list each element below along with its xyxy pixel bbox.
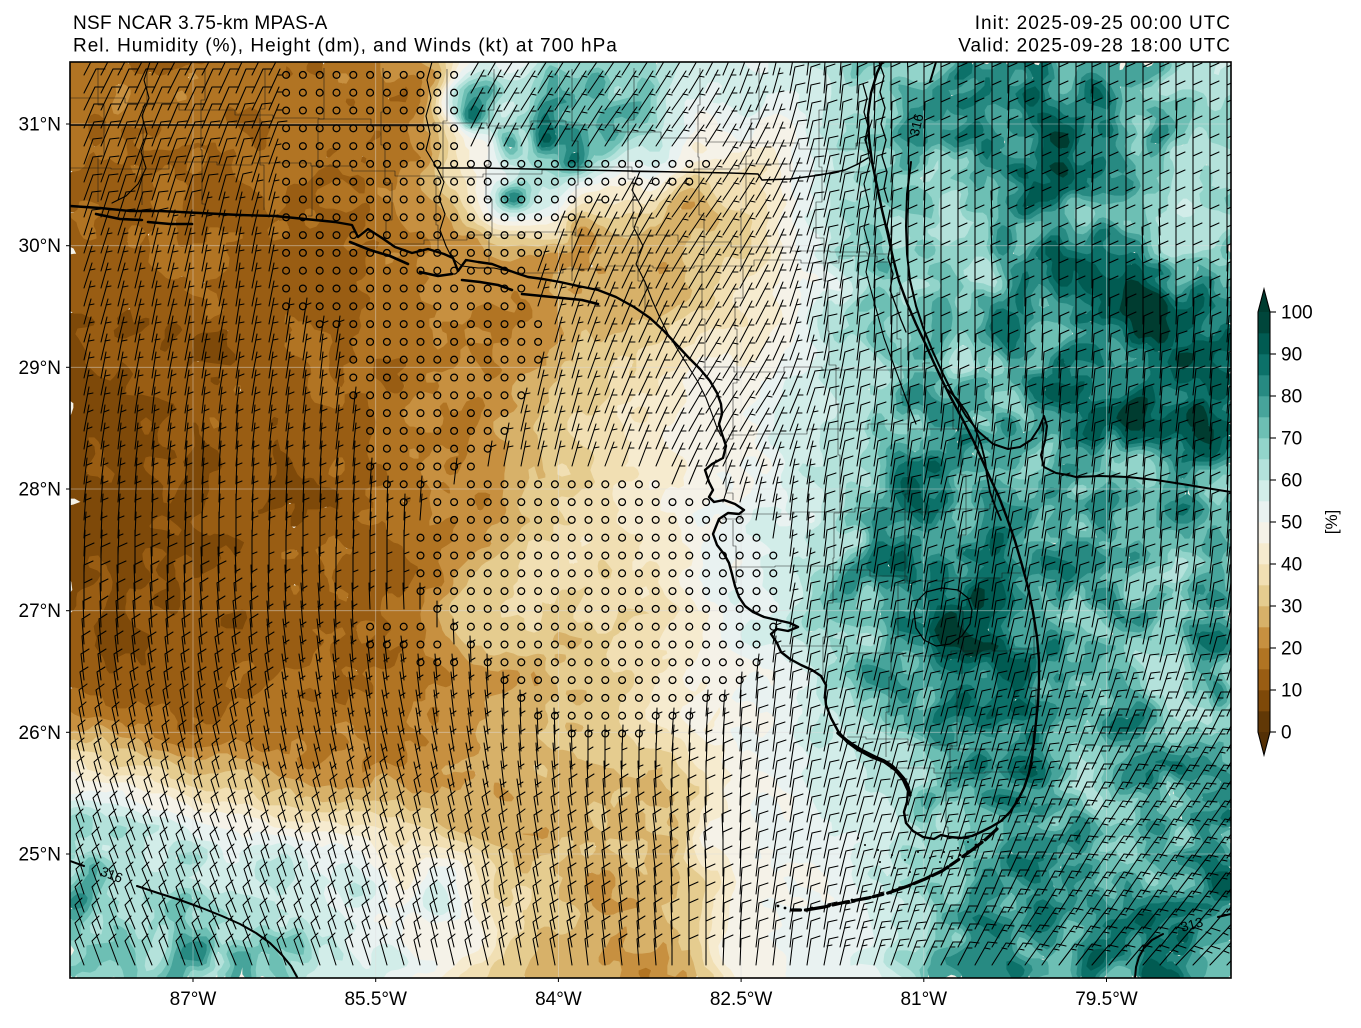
svg-text:30: 30 (1281, 597, 1302, 618)
svg-text:70: 70 (1281, 429, 1302, 450)
svg-text:84°W: 84°W (535, 989, 582, 1010)
svg-text:50: 50 (1281, 513, 1302, 534)
svg-text:80: 80 (1281, 387, 1302, 408)
svg-text:25°N: 25°N (19, 845, 61, 866)
svg-text:26°N: 26°N (19, 723, 61, 744)
svg-text:28°N: 28°N (19, 480, 61, 501)
svg-text:40: 40 (1281, 555, 1302, 576)
svg-text:313: 313 (1179, 914, 1205, 934)
svg-text:85.5°W: 85.5°W (344, 989, 407, 1010)
svg-text:20: 20 (1281, 639, 1302, 660)
svg-text:60: 60 (1281, 471, 1302, 492)
svg-text:30°N: 30°N (19, 236, 61, 257)
svg-text:29°N: 29°N (19, 358, 61, 379)
svg-text:[%]: [%] (1322, 510, 1341, 535)
svg-text:31°N: 31°N (19, 115, 61, 136)
svg-text:81°W: 81°W (900, 989, 947, 1010)
svg-text:90: 90 (1281, 345, 1302, 366)
svg-text:NSF NCAR 3.75-km MPAS-A: NSF NCAR 3.75-km MPAS-A (73, 13, 328, 34)
svg-text:10: 10 (1281, 681, 1302, 702)
svg-text:0: 0 (1281, 723, 1292, 744)
svg-text:Init: 2025-09-25 00:00 UTC: Init: 2025-09-25 00:00 UTC (975, 13, 1231, 34)
svg-text:27°N: 27°N (19, 601, 61, 622)
svg-text:Rel. Humidity (%), Height (dm): Rel. Humidity (%), Height (dm), and Wind… (73, 36, 618, 57)
svg-text:82.5°W: 82.5°W (710, 989, 773, 1010)
svg-text:100: 100 (1281, 303, 1313, 324)
svg-text:Valid: 2025-09-28 18:00 UTC: Valid: 2025-09-28 18:00 UTC (958, 36, 1231, 57)
svg-text:87°W: 87°W (170, 989, 217, 1010)
svg-text:79.5°W: 79.5°W (1075, 989, 1138, 1010)
